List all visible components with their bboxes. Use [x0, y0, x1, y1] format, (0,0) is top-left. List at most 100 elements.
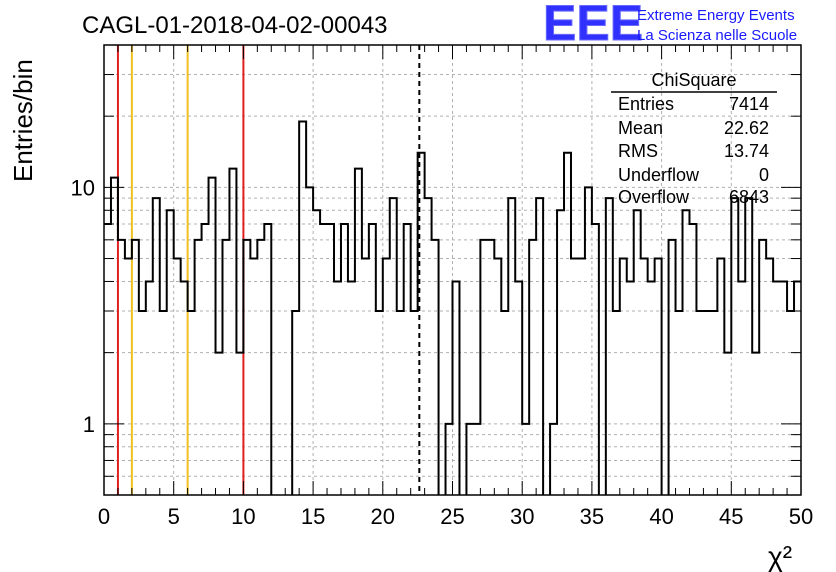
- histogram-bin: [369, 224, 376, 495]
- histogram: [104, 120, 801, 495]
- histogram-bin: [655, 259, 662, 495]
- histogram-bin: [132, 240, 139, 495]
- x-tick-label: 20: [371, 504, 395, 529]
- histogram-bin: [188, 311, 195, 495]
- x-tick-label: 10: [231, 504, 255, 529]
- stats-box: ChiSquare Entries 7414 Mean 22.62 RMS 13…: [611, 70, 777, 207]
- histogram-bin: [773, 281, 780, 495]
- stats-box-title: ChiSquare: [651, 70, 736, 90]
- histogram-bin: [606, 198, 613, 495]
- histogram-bin: [564, 153, 571, 495]
- x-tick-label: 50: [789, 504, 813, 529]
- histogram-bin: [390, 198, 397, 495]
- x-tick-label: 35: [580, 504, 604, 529]
- histogram-bin: [787, 311, 794, 495]
- histogram-bin: [585, 187, 592, 495]
- tick-labels: 0 5 10 15 20 25 30 35 40 45 50 1 10: [71, 175, 814, 529]
- histogram-bin: [411, 311, 418, 495]
- x-tick-label: 15: [301, 504, 325, 529]
- x-tick-label: 40: [649, 504, 673, 529]
- logo-line-2: La Scienza nelle Scuole: [637, 27, 797, 44]
- histogram-bin: [731, 198, 738, 495]
- x-tick-label: 5: [168, 504, 180, 529]
- histogram-bin: [209, 178, 216, 495]
- histogram-bin: [696, 311, 703, 495]
- axis-ticks: [103, 45, 802, 495]
- histogram-bin: [536, 198, 543, 495]
- histogram-bin: [738, 281, 745, 495]
- histogram-bin: [425, 198, 432, 495]
- histogram-bin: [383, 259, 390, 495]
- histogram-bin: [766, 259, 773, 495]
- histogram-bin: [229, 169, 236, 495]
- histogram-bin: [348, 281, 355, 495]
- x-tick-label: 30: [510, 504, 534, 529]
- stats-value-mean: 22.62: [724, 118, 769, 138]
- histogram-bin: [376, 311, 383, 495]
- histogram-bin: [250, 259, 257, 495]
- histogram-bin: [362, 259, 369, 495]
- stats-label-entries: Entries: [618, 94, 674, 114]
- x-tick-label: 45: [719, 504, 743, 529]
- histogram-bin: [257, 240, 264, 495]
- logo-mark: EEE: [543, 0, 643, 51]
- histogram-bin: [627, 281, 634, 495]
- histogram-outline: [104, 120, 801, 495]
- histogram-bin: [620, 259, 627, 495]
- histogram-bin: [717, 259, 724, 495]
- histogram-bin: [104, 224, 111, 495]
- histogram-bin: [494, 259, 501, 495]
- histogram-bin: [355, 169, 362, 495]
- plot-frame: [103, 44, 802, 496]
- histogram-bin: [202, 224, 209, 495]
- histogram-bin: [195, 240, 202, 495]
- histogram-bin: [327, 224, 334, 495]
- chart-title: CAGL-01-2018-04-02-00043: [82, 12, 388, 39]
- histogram-bin: [794, 281, 801, 495]
- histogram-bin: [118, 240, 125, 495]
- histogram-bin: [501, 311, 508, 495]
- y-tick-label: 10: [71, 175, 95, 200]
- histogram-bin: [264, 224, 271, 495]
- histogram-bin: [111, 178, 118, 495]
- histogram-bin: [529, 240, 536, 495]
- histogram-bin: [689, 224, 696, 495]
- stats-label-overflow: Overflow: [618, 187, 690, 207]
- histogram-bin: [571, 259, 578, 495]
- y-tick-label: 1: [83, 412, 95, 437]
- histogram-bin: [578, 259, 585, 495]
- histogram-bin: [453, 281, 460, 495]
- stats-value-rms: 13.74: [724, 141, 769, 161]
- histogram-bin: [669, 240, 676, 495]
- histogram-bin: [341, 224, 348, 495]
- histogram-bin: [592, 224, 599, 495]
- histogram-bin: [139, 311, 146, 495]
- histogram-bin: [676, 311, 683, 495]
- histogram-bin: [306, 187, 313, 495]
- stats-value-overflow: 6843: [729, 187, 769, 207]
- histogram-bin: [515, 281, 522, 495]
- histogram-bin: [759, 240, 766, 495]
- stats-label-mean: Mean: [618, 118, 663, 138]
- histogram-bin: [292, 311, 299, 495]
- histogram-bin: [780, 281, 787, 495]
- histogram-bin: [508, 198, 515, 495]
- stats-value-underflow: 0: [759, 165, 769, 185]
- histogram-bin: [334, 281, 341, 495]
- stats-value-entries: 7414: [729, 94, 769, 114]
- stats-label-rms: RMS: [618, 141, 658, 161]
- x-tick-label: 0: [98, 504, 110, 529]
- histogram-bin: [703, 311, 710, 495]
- x-tick-label: 25: [440, 504, 464, 529]
- histogram-bin: [641, 259, 648, 495]
- histogram-bin: [174, 259, 181, 495]
- histogram-bin: [125, 259, 132, 495]
- histogram-bin: [243, 240, 250, 495]
- histogram-bin: [153, 198, 160, 495]
- histogram-bin: [146, 281, 153, 495]
- histogram-bin: [181, 281, 188, 495]
- stats-label-underflow: Underflow: [618, 165, 700, 185]
- histogram-bin: [222, 240, 229, 495]
- x-axis-label: χ²: [768, 541, 792, 572]
